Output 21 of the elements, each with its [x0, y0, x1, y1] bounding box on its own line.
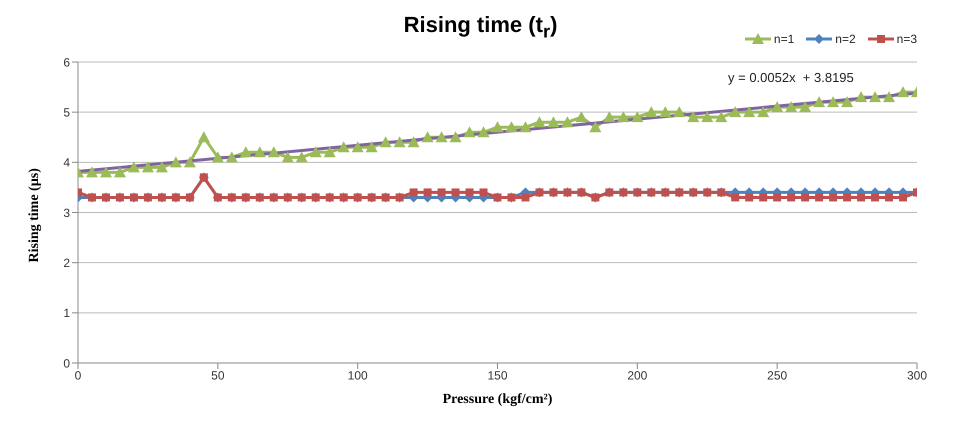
chart-title: Rising time (t$_{r}$)	[404, 12, 558, 42]
y-tick-label: 3	[63, 206, 70, 220]
y-tick-label: 5	[63, 105, 70, 120]
y-tick-label: 2	[63, 256, 70, 270]
legend-label: n=2	[834, 32, 856, 46]
x-tick-label: 100	[348, 368, 368, 383]
x-tick-label: 0	[74, 368, 82, 383]
x-tick-label: 150	[487, 368, 508, 383]
y-tick-label: 4	[63, 156, 70, 170]
x-tick-label: 250	[767, 368, 788, 383]
x-tick-label: 300	[906, 368, 928, 383]
annotation: y = 0.0052x + 3.8195	[728, 70, 854, 85]
y-tick-label: 1	[63, 306, 70, 320]
x-tick-label: 50	[211, 368, 225, 383]
legend-label: n=3	[896, 32, 917, 46]
legend-label: n=1	[772, 32, 794, 46]
y-tick-label: 0	[63, 356, 70, 370]
x-axis-title: Pressure (kgf/cm²)	[442, 392, 553, 407]
x-tick-label: 200	[627, 368, 648, 383]
y-tick-label: 6	[63, 55, 70, 70]
y-axis-title: Rising time (µs)	[26, 168, 42, 262]
